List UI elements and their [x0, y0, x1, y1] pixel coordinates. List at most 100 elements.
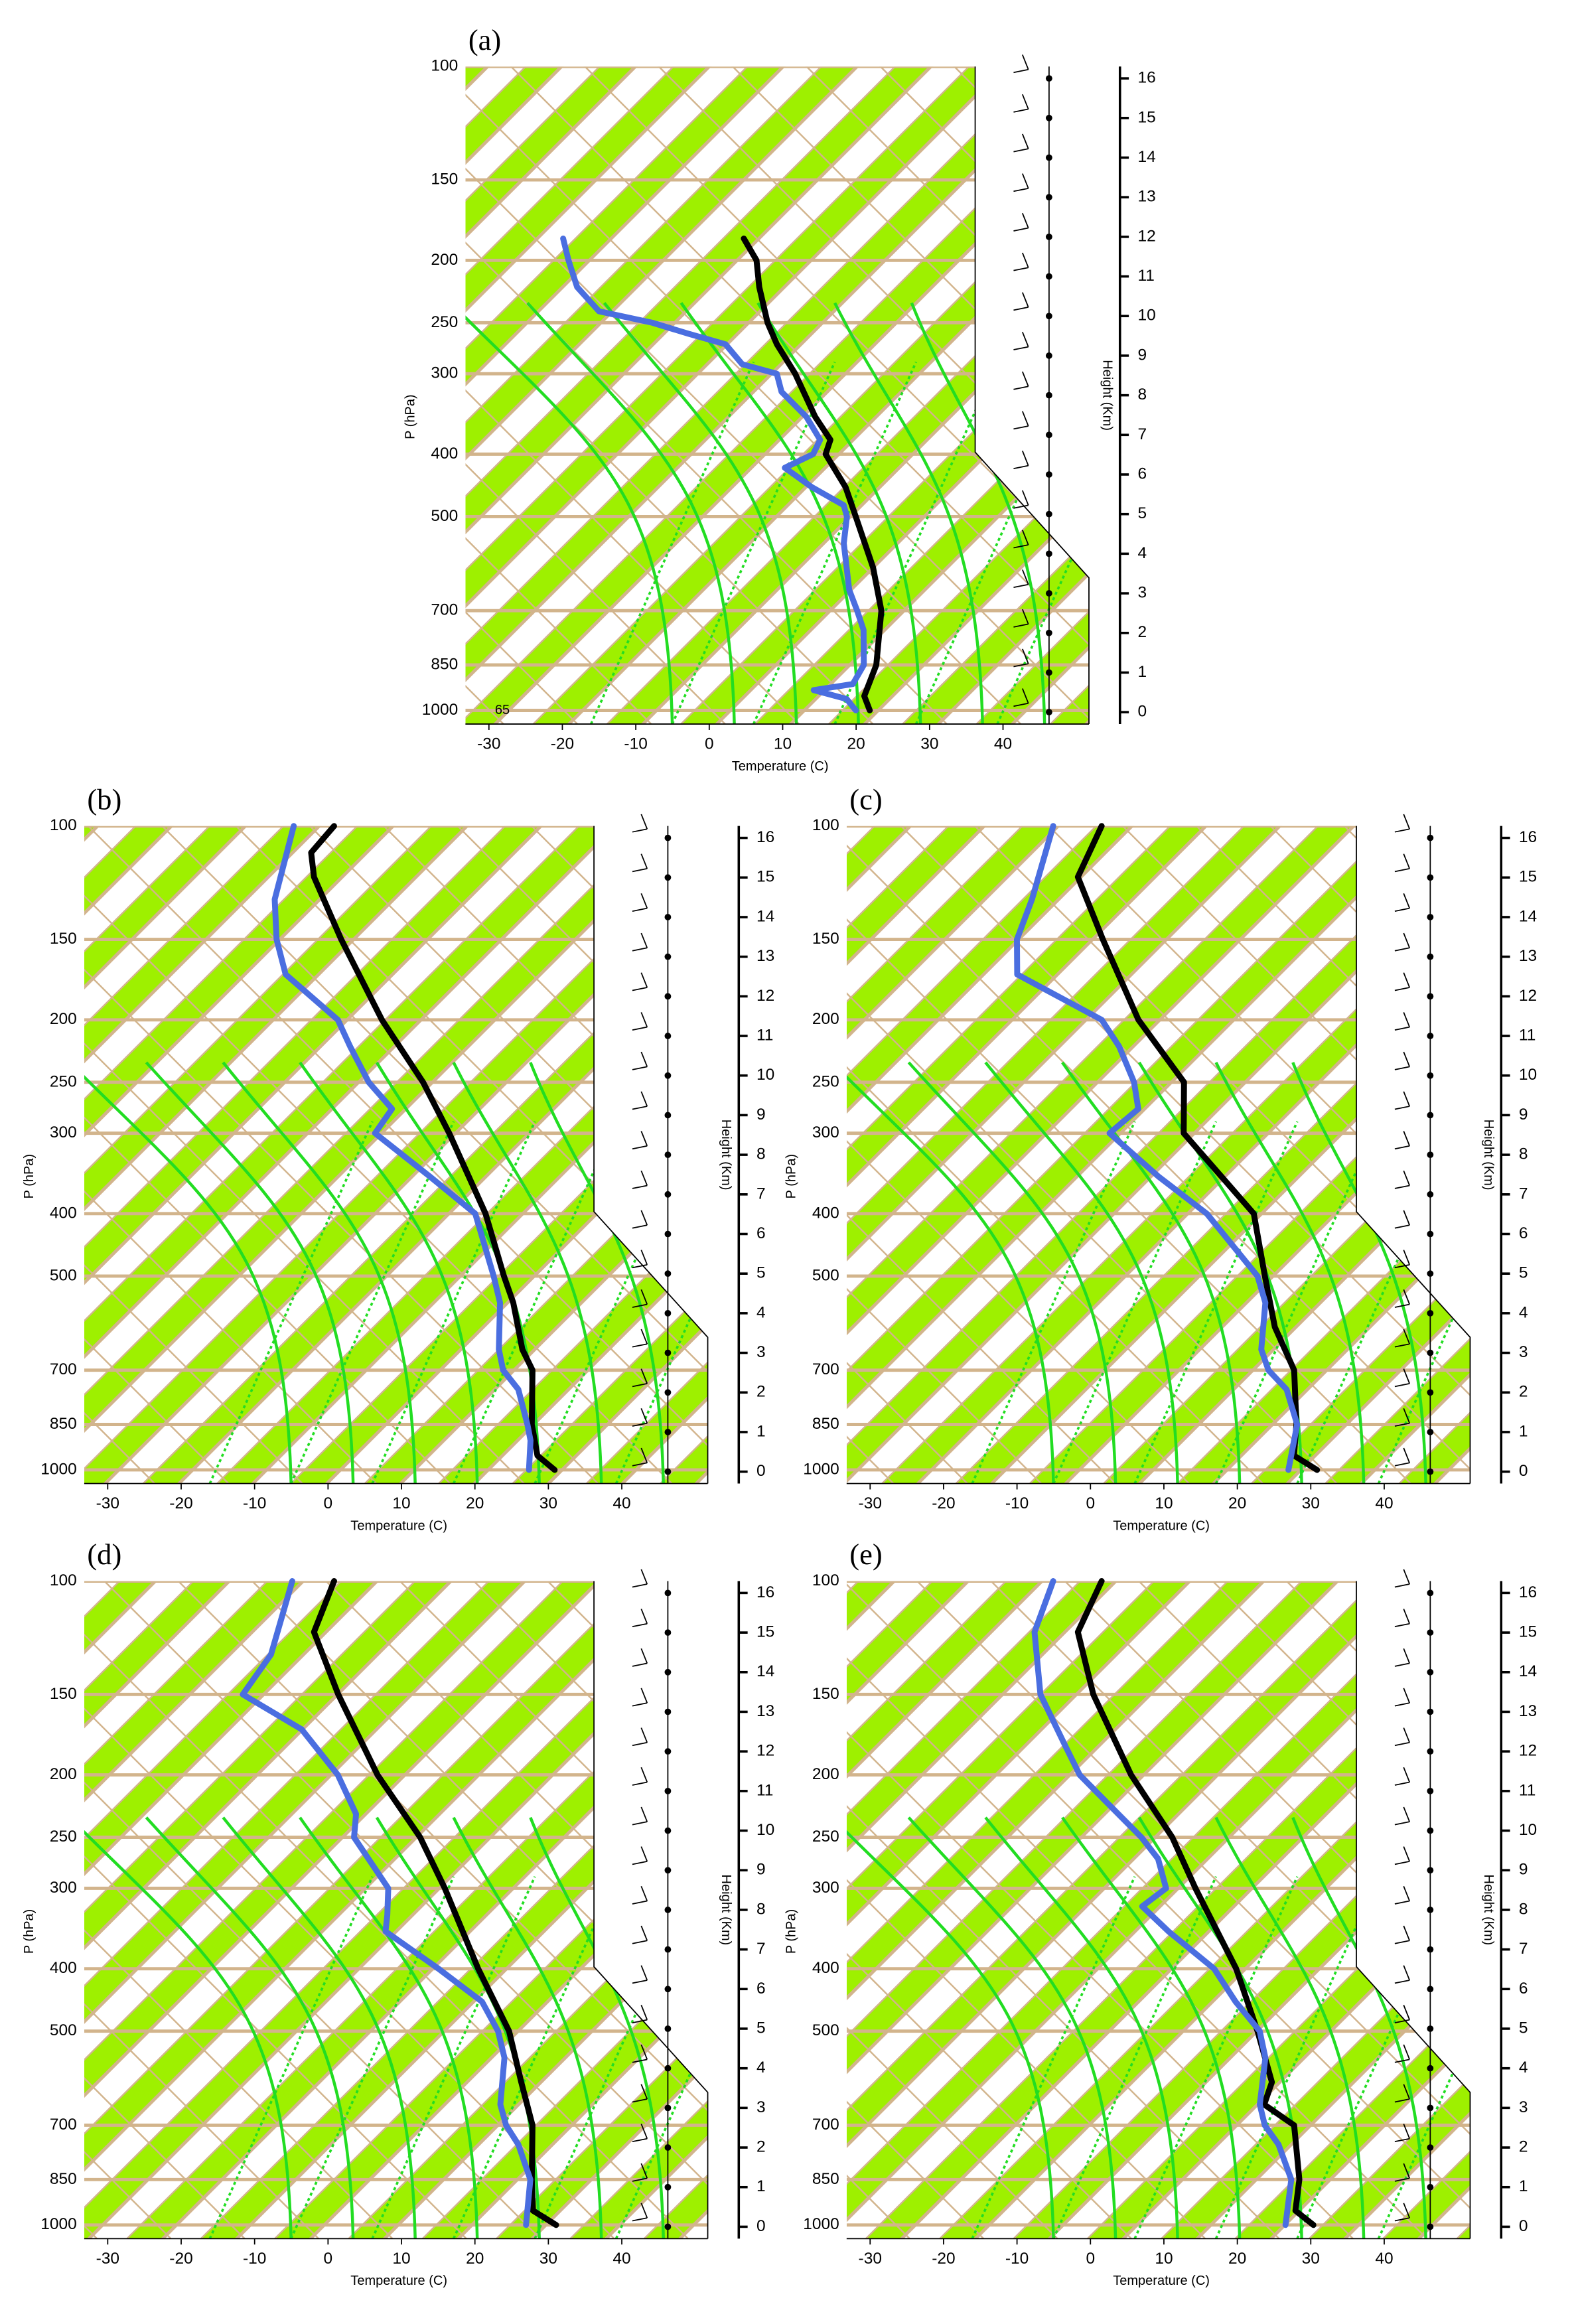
y-tick-label: 700 [812, 2116, 839, 2134]
y2-tick-label: 14 [1137, 148, 1155, 166]
y2-tick-label: 10 [1137, 307, 1155, 325]
x-tick-label: -10 [1005, 2250, 1029, 2268]
mixing-ratio-line [1296, 1121, 1461, 1484]
wind-barb [1394, 1609, 1410, 1628]
y-tick-label: 200 [812, 1765, 839, 1783]
x-tick-label: 0 [705, 735, 714, 753]
panel-title: (e) [849, 1538, 882, 1571]
mixing-ratio-line [290, 1876, 455, 2239]
diagram-background [84, 1581, 708, 2239]
y-tick-label: 100 [812, 1571, 839, 1589]
wind-level-dot [664, 953, 672, 960]
wind-barb [1013, 411, 1029, 430]
wind-barb [632, 1569, 648, 1588]
moist-adiabat [910, 302, 1046, 725]
x-tick-label: -30 [96, 1494, 119, 1512]
y-tick-label: 150 [50, 930, 77, 948]
wind-barb [632, 1767, 648, 1786]
wind-barb [632, 814, 648, 833]
diagram-edge [974, 66, 1090, 725]
y2-tick-label: 9 [756, 1106, 766, 1124]
y2-tick-label: 16 [1519, 1583, 1537, 1601]
wind-barb [1394, 1648, 1410, 1667]
y-tick-label: 850 [431, 655, 458, 673]
y2-tick-label: 8 [756, 1900, 766, 1918]
x-tick-label: 10 [1155, 1494, 1173, 1512]
moist-adiabat [452, 1061, 603, 1484]
y2-tick-label: 3 [756, 1343, 766, 1361]
y-tick-label: 100 [50, 816, 77, 834]
wind-level-dot [664, 1748, 672, 1755]
wind-barb [632, 2163, 648, 2182]
wind-level-dot [664, 1668, 672, 1676]
y-tick-label: 850 [50, 1415, 77, 1433]
wind-level-dot [664, 1867, 672, 1874]
moist-adiabat [603, 302, 798, 725]
mixing-ratio-line [208, 1121, 374, 1484]
y2-tick-label: 13 [1519, 947, 1537, 965]
wind-barb [1394, 1569, 1410, 1588]
wind-barb [1013, 94, 1029, 113]
y-tick-label: 1000 [40, 1460, 76, 1478]
wind-level-dot [1427, 1112, 1434, 1119]
y2-tick-label: 1 [1137, 663, 1147, 681]
x-tick-label: -20 [932, 2250, 955, 2268]
moist-adiabat [299, 1061, 479, 1484]
y2-tick-label: 11 [1137, 267, 1154, 285]
diagram-background [84, 826, 708, 1484]
y-tick-label: 250 [50, 1828, 77, 1846]
x-tick-label: -20 [932, 1494, 955, 1512]
y-tick-label: 400 [812, 1959, 839, 1977]
wind-barb [1394, 1846, 1410, 1865]
y-tick-label: 500 [50, 2021, 77, 2039]
profile-line [271, 823, 534, 1473]
y2-tick-label: 12 [756, 1742, 774, 1760]
y-tick-label: 100 [812, 816, 839, 834]
wind-barb [1394, 2163, 1410, 2182]
moist-adiabat [1291, 1062, 1427, 1484]
x-tick-label: 30 [539, 2250, 557, 2268]
moist-adiabat [84, 1816, 293, 2239]
wind-level-dot [664, 2144, 672, 2151]
y2-tick-label: 15 [1519, 868, 1537, 886]
x-tick-label: -30 [859, 1494, 882, 1512]
wind-barb [1394, 1210, 1410, 1229]
wind-level-dot [1427, 2183, 1434, 2191]
y2-tick-label: 16 [1137, 69, 1155, 87]
moist-adiabat [526, 301, 736, 725]
x-tick-label: 0 [1086, 1494, 1095, 1512]
moist-adiabat [907, 1061, 1117, 1484]
x-tick-label: -10 [1005, 1494, 1029, 1512]
mixing-ratio-line [971, 1121, 1136, 1484]
y-axis-label: P (hPa) [784, 1909, 799, 1954]
x-tick-label: 40 [994, 735, 1012, 753]
wind-barb [1394, 893, 1410, 912]
wind-barb [1013, 173, 1029, 192]
wind-level-dot [664, 1986, 672, 1993]
wind-barb [632, 1408, 648, 1427]
wind-level-dot [664, 1270, 672, 1277]
wind-barb [632, 1846, 648, 1865]
x-tick-label: 20 [466, 2250, 484, 2268]
x-tick-label: 30 [1302, 2250, 1320, 2268]
y-tick-label: 100 [50, 1571, 77, 1589]
wind-level-dot [1427, 2104, 1434, 2112]
y2-axis-label: Height (Km) [719, 1120, 733, 1191]
y2-tick-label: 6 [1519, 1224, 1528, 1242]
y2-tick-label: 6 [1519, 1980, 1528, 1997]
x-axis-label: Temperature (C) [350, 1518, 447, 1533]
y-tick-label: 150 [431, 171, 458, 188]
moist-adiabat [1214, 1061, 1366, 1484]
wind-level-dot [1045, 590, 1052, 597]
mixing-ratio-line [1377, 1121, 1470, 1484]
y2-tick-label: 2 [1519, 1383, 1528, 1401]
x-tick-label: 40 [612, 1494, 630, 1512]
y-tick-label: 400 [431, 445, 458, 463]
y-tick-label: 850 [812, 1415, 839, 1433]
diagram-edge [1356, 1581, 1471, 2239]
wind-level-dot [1427, 1349, 1434, 1356]
moist-adiabat [452, 1816, 603, 2239]
wind-barb [1394, 1965, 1410, 1984]
x-axis-label: Temperature (C) [1113, 1518, 1210, 1533]
mixing-ratio-line [1377, 1876, 1470, 2239]
